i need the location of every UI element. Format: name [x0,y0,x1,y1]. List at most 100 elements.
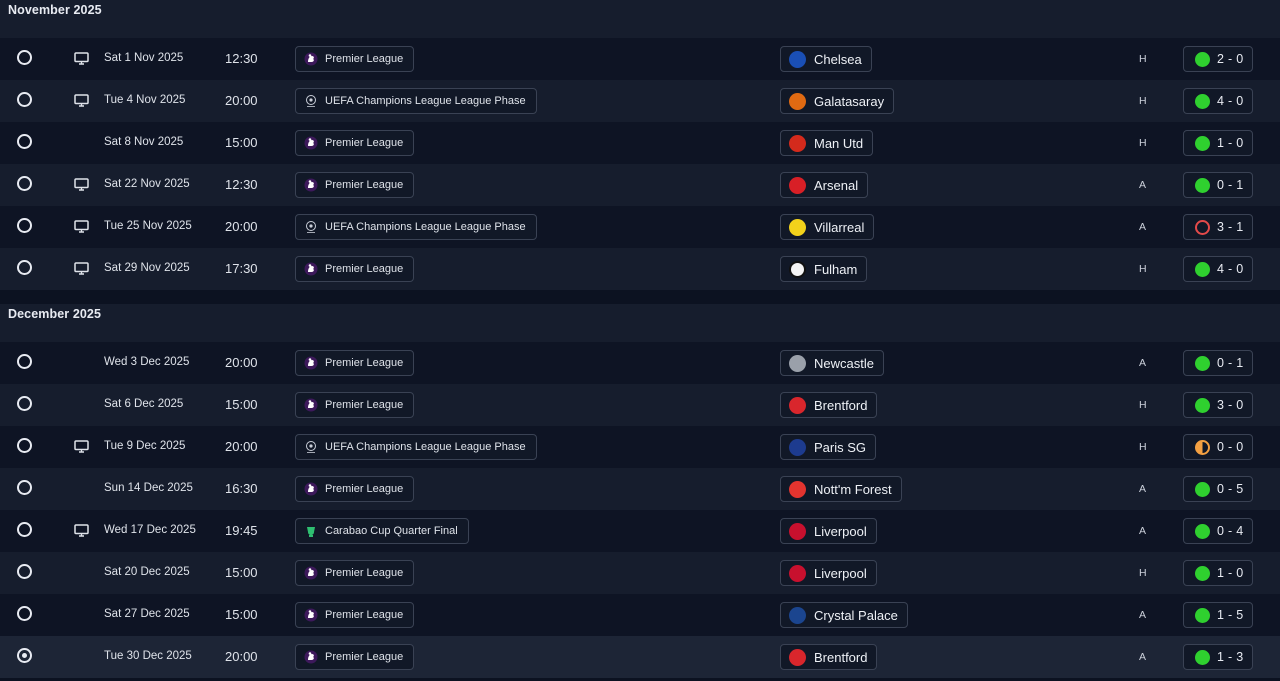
result-chip[interactable]: 4 - 0 [1183,88,1253,114]
fixture-row[interactable]: Sat 22 Nov 2025 12:30 Premier League Arsena… [0,164,1280,206]
competition-chip[interactable]: Premier League [295,476,415,502]
opponent-chip[interactable]: Paris SG [780,434,877,460]
fixture-date: Sat 8 Nov 2025 [104,136,184,148]
opponent-chip[interactable]: Galatasaray [780,88,895,114]
fixture-select-radio[interactable] [17,438,32,453]
opponent-name: Liverpool [814,565,867,581]
result-chip[interactable]: 0 - 5 [1183,476,1253,502]
opponent-chip[interactable]: Arsenal [780,172,869,198]
opponent-chip[interactable]: Crystal Palace [780,602,908,628]
result-chip[interactable]: 3 - 0 [1183,392,1253,418]
fixture-date: Wed 3 Dec 2025 [104,356,190,368]
team-crest-icon [789,606,806,624]
opponent-name: Liverpool [814,523,867,539]
carabao-cup-icon [304,524,318,538]
fixture-row[interactable]: Sat 27 Dec 2025 15:00 Premier League Crysta… [0,594,1280,636]
opponent-chip[interactable]: Newcastle [780,350,884,376]
competition-chip[interactable]: UEFA Champions League League Phase [295,214,537,240]
fixture-select-radio[interactable] [17,260,32,275]
fixture-row[interactable]: Wed 17 Dec 2025 19:45 Carabao Cup Quarter … [0,510,1280,552]
result-chip[interactable]: 0 - 4 [1183,518,1253,544]
fixture-time: 20:00 [225,439,258,454]
competition-chip[interactable]: UEFA Champions League League Phase [295,88,537,114]
venue-indicator: H [1139,95,1147,107]
result-chip[interactable]: 3 - 1 [1183,214,1253,240]
competition-label: Premier League [325,399,404,411]
fixture-select-radio[interactable] [17,218,32,233]
fixture-row[interactable]: Tue 4 Nov 2025 20:00 UEFA Champions League… [0,80,1280,122]
fixture-select-radio[interactable] [17,50,32,65]
competition-label: Premier League [325,651,404,663]
fixture-select-radio[interactable] [17,564,32,579]
result-score: 1 - 5 [1217,608,1244,622]
result-score: 0 - 4 [1217,524,1244,538]
fixture-row[interactable]: Sat 29 Nov 2025 17:30 Premier League Fulham… [0,248,1280,290]
fixture-select-radio[interactable] [17,134,32,149]
result-win-icon [1195,523,1210,539]
fixture-date: Sat 22 Nov 2025 [104,178,190,190]
fixture-row[interactable]: Sat 8 Nov 2025 15:00 Premier League Man Utd… [0,122,1280,164]
fixture-select-radio[interactable] [17,92,32,107]
opponent-name: Chelsea [814,51,862,67]
competition-chip[interactable]: Carabao Cup Quarter Final [295,518,469,544]
result-score: 4 - 0 [1217,94,1244,108]
opponent-chip[interactable]: Man Utd [780,130,874,156]
competition-chip[interactable]: Premier League [295,560,415,586]
fixture-row[interactable]: Sat 6 Dec 2025 15:00 Premier League Brentfo… [0,384,1280,426]
fixture-row[interactable]: Tue 25 Nov 2025 20:00 UEFA Champions Leagu… [0,206,1280,248]
result-chip[interactable]: 1 - 3 [1183,644,1253,670]
fixture-select-radio[interactable] [17,480,32,495]
fixture-row[interactable]: Tue 9 Dec 2025 20:00 UEFA Champions League… [0,426,1280,468]
competition-chip[interactable]: Premier League [295,256,415,282]
competition-chip[interactable]: Premier League [295,172,415,198]
competition-chip[interactable]: Premier League [295,644,415,670]
venue-indicator: H [1139,567,1147,579]
opponent-chip[interactable]: Fulham [780,256,868,282]
result-win-icon [1195,397,1210,413]
fixture-select-radio[interactable] [17,354,32,369]
opponent-chip[interactable]: Brentford [780,644,878,670]
opponent-name: Brentford [814,649,868,665]
result-chip[interactable]: 1 - 0 [1183,560,1253,586]
result-win-icon [1195,135,1210,151]
opponent-chip[interactable]: Liverpool [780,518,877,544]
opponent-chip[interactable]: Chelsea [780,46,872,72]
result-chip[interactable]: 0 - 1 [1183,350,1253,376]
fixture-select-radio[interactable] [17,396,32,411]
result-win-icon [1195,607,1210,623]
opponent-chip[interactable]: Liverpool [780,560,877,586]
result-win-icon [1195,565,1210,581]
team-crest-icon [789,176,806,194]
opponent-chip[interactable]: Villarreal [780,214,875,240]
competition-label: Premier League [325,179,404,191]
fixture-row[interactable]: Sat 1 Nov 2025 12:30 Premier League Chelsea… [0,38,1280,80]
team-crest-icon [789,480,806,498]
competition-label: Premier League [325,263,404,275]
fixture-select-radio[interactable] [17,606,32,621]
premier-league-icon [304,398,318,412]
result-chip[interactable]: 0 - 0 [1183,434,1253,460]
competition-chip[interactable]: Premier League [295,350,415,376]
result-chip[interactable]: 2 - 0 [1183,46,1253,72]
result-chip[interactable]: 4 - 0 [1183,256,1253,282]
premier-league-icon [304,262,318,276]
competition-chip[interactable]: Premier League [295,392,415,418]
opponent-chip[interactable]: Brentford [780,392,878,418]
competition-chip[interactable]: UEFA Champions League League Phase [295,434,537,460]
fixture-select-radio[interactable] [17,648,32,663]
opponent-chip[interactable]: Nott'm Forest [780,476,902,502]
result-score: 0 - 0 [1217,440,1244,454]
fixture-select-radio[interactable] [17,522,32,537]
fixture-row[interactable]: Tue 30 Dec 2025 20:00 Premier League Brentf… [0,636,1280,678]
result-chip[interactable]: 1 - 5 [1183,602,1253,628]
result-chip[interactable]: 1 - 0 [1183,130,1253,156]
tv-icon [74,262,89,275]
competition-chip[interactable]: Premier League [295,602,415,628]
fixture-row[interactable]: Wed 3 Dec 2025 20:00 Premier League Newcast… [0,342,1280,384]
fixture-row[interactable]: Sun 14 Dec 2025 16:30 Premier League Nott'm… [0,468,1280,510]
result-chip[interactable]: 0 - 1 [1183,172,1253,198]
fixture-row[interactable]: Sat 20 Dec 2025 15:00 Premier League Liverp… [0,552,1280,594]
competition-chip[interactable]: Premier League [295,46,415,72]
competition-chip[interactable]: Premier League [295,130,415,156]
fixture-select-radio[interactable] [17,176,32,191]
